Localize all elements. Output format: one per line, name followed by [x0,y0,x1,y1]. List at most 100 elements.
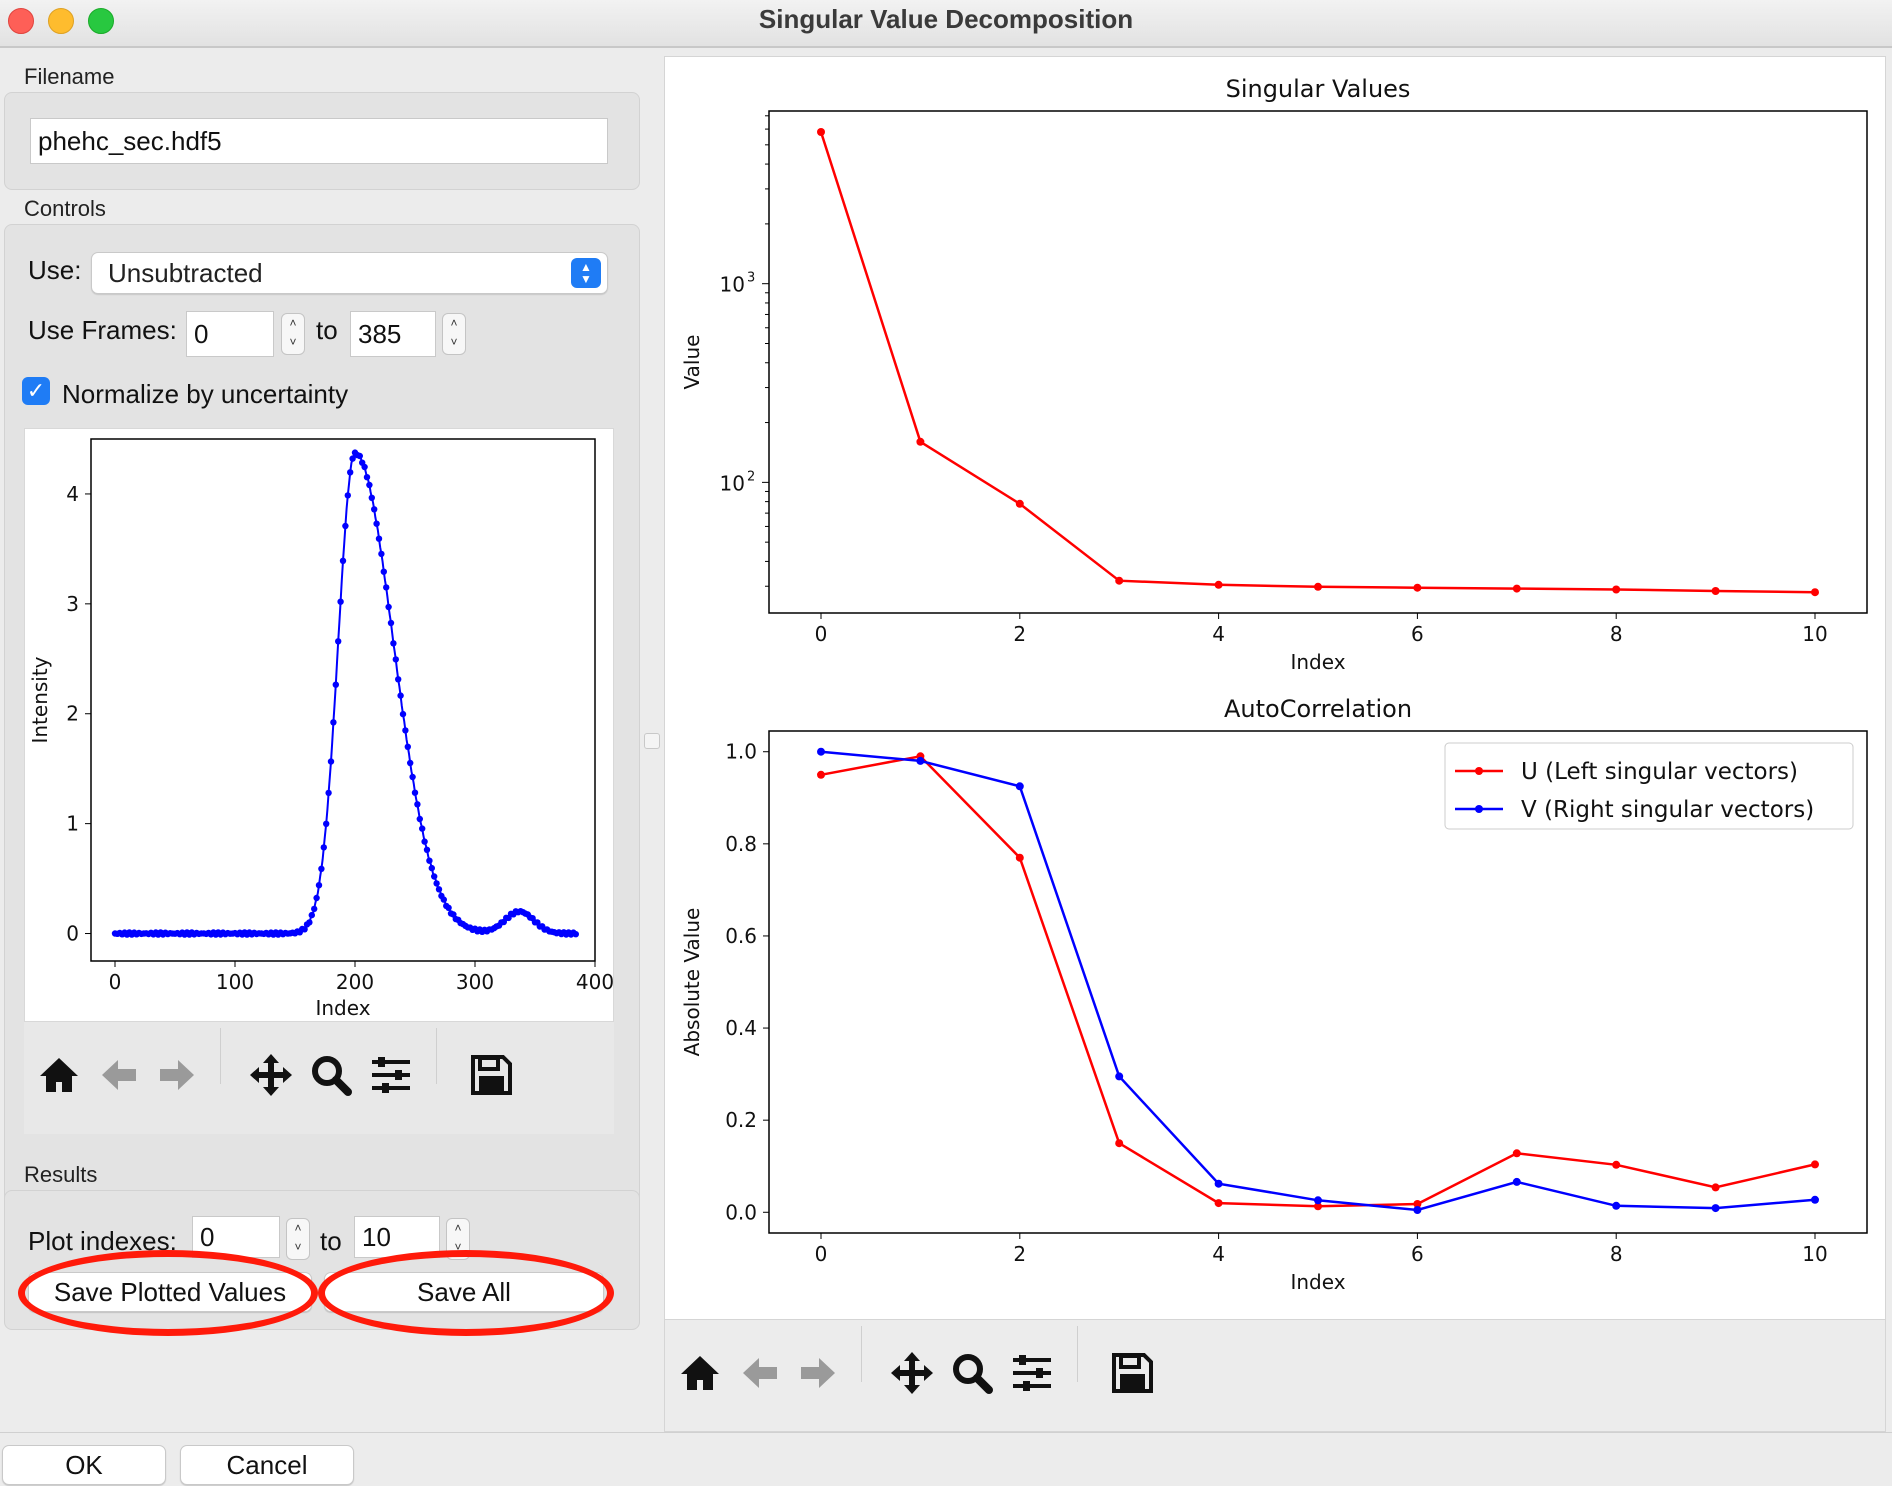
data-point [402,727,409,734]
save-icon[interactable] [468,1052,514,1098]
y-axis-label: Value [680,335,704,390]
x-tick-label: 300 [456,970,494,994]
data-point [378,550,385,558]
controls-section-label: Controls [24,196,106,221]
singular-values-title: Singular Values [1226,75,1411,103]
use-frames-label: Use Frames: [28,315,177,345]
index-start-stepper[interactable]: ˄ ˅ [286,1218,310,1260]
normalize-checkbox[interactable]: ✓ [22,377,50,405]
x-tick-label: 100 [216,970,254,994]
legend-marker [1475,805,1483,813]
use-select[interactable]: Unsubtracted ▲ ▼ [91,252,608,294]
data-point [1214,1179,1223,1188]
y-tick-label: 10 [720,471,745,495]
data-point [431,873,438,880]
y-tick-label: 4 [66,482,79,506]
x-tick-label: 4 [1212,1242,1225,1266]
pan-icon[interactable] [248,1052,294,1098]
maximize-window-button[interactable] [88,8,114,34]
y-axis-label: Absolute Value [680,908,704,1057]
data-point [1214,1199,1223,1208]
y-tick-label: 0.2 [725,1108,757,1132]
data-point [383,584,390,591]
data-point [399,710,407,718]
x-tick-label: 4 [1212,622,1225,646]
frames-start-stepper[interactable]: ˄ ˅ [281,313,305,355]
minimize-window-button[interactable] [48,8,74,34]
data-point [1711,1183,1720,1192]
y-tick-label: 0.0 [725,1200,757,1224]
splitter-handle[interactable] [644,733,660,749]
intensity-chart[interactable]: 0 100 200 300 400 0 1 2 3 4 Index Intensity [25,429,615,1023]
data-point [1314,1196,1322,1205]
data-point [371,506,378,513]
zoom-icon[interactable] [949,1350,995,1396]
dialog-button-bar: OK Cancel [0,1432,1892,1486]
y-tick-label: 0.8 [725,832,757,856]
y-tick-label: 0.4 [725,1016,757,1040]
x-tick-label: 0 [815,1242,828,1266]
data-point [1314,582,1322,591]
y-tick-label: 0.6 [725,924,757,948]
y-tick-label: 1 [66,812,79,836]
data-point [817,747,825,756]
pan-icon[interactable] [889,1350,935,1396]
back-arrow-icon[interactable] [737,1350,783,1396]
data-point [342,522,349,530]
filename-field[interactable]: phehc_sec.hdf5 [30,118,608,164]
ok-button[interactable]: OK [2,1445,166,1485]
data-point [1015,782,1024,791]
x-tick-label: 8 [1610,622,1623,646]
chevron-up-down-icon: ▲ ▼ [571,258,601,288]
data-point [1214,580,1223,589]
y-tick-label: 2 [66,702,79,726]
home-icon[interactable] [677,1350,723,1396]
data-point [426,857,433,864]
intensity-plot-frame: 0 100 200 300 400 0 1 2 3 4 Index Intensity [24,428,614,1022]
data-point [339,557,347,564]
y-tick-exponent: 2 [747,469,755,484]
save-icon[interactable] [1109,1350,1155,1396]
configure-subplots-icon[interactable] [368,1052,414,1098]
legend-entry: U (Left singular vectors) [1521,759,1798,785]
configure-subplots-icon[interactable] [1009,1350,1055,1396]
data-point [1811,1195,1819,1204]
forward-arrow-icon[interactable] [154,1052,200,1098]
highlight-annotation [318,1250,614,1336]
data-point [395,676,402,683]
data-point [1015,853,1024,862]
data-point [320,844,327,851]
frames-start-field[interactable]: 0 [186,311,274,357]
data-point [1612,1160,1621,1169]
forward-arrow-icon[interactable] [795,1350,841,1396]
x-tick-label: 10 [1802,1242,1827,1266]
data-point [1612,585,1621,594]
data-point [817,770,825,779]
frames-end-stepper[interactable]: ˄ ˅ [442,313,466,355]
back-arrow-icon[interactable] [96,1052,142,1098]
close-window-button[interactable] [8,8,34,34]
data-point [330,719,337,726]
y-tick-label: 10 [720,273,745,297]
x-tick-label: 400 [576,970,614,994]
x-tick-label: 2 [1013,1242,1026,1266]
x-tick-label: 8 [1610,1242,1623,1266]
toolbar-separator [861,1326,862,1382]
data-point [323,820,330,827]
data-point [1711,587,1720,595]
data-point [916,437,925,446]
data-point [325,789,332,797]
zoom-icon[interactable] [308,1052,354,1098]
data-point [361,463,368,471]
cancel-button[interactable]: Cancel [180,1445,354,1485]
x-tick-label: 0 [815,622,828,646]
data-point [407,759,414,767]
frames-end-field[interactable]: 385 [350,311,436,357]
x-axis-label: Index [315,996,370,1020]
data-point [421,838,428,845]
data-point [356,452,363,460]
home-icon[interactable] [36,1052,82,1098]
y-tick-label: 0 [66,922,79,946]
intensity-plot-toolbar [24,1022,614,1134]
